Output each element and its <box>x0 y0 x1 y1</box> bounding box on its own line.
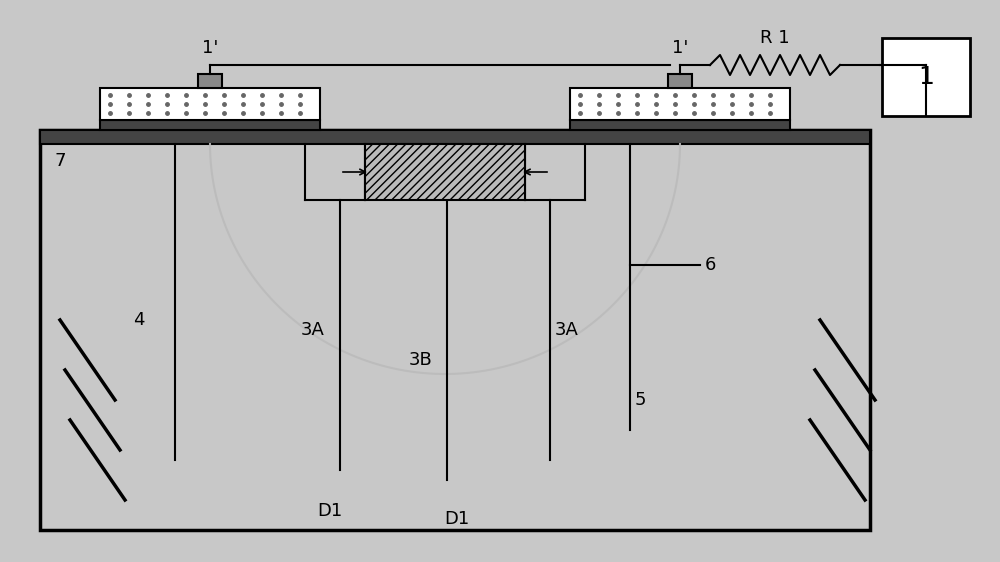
Bar <box>40 130 870 530</box>
Bar <box>198 74 222 88</box>
Text: 1': 1' <box>202 39 218 57</box>
Bar <box>570 88 790 120</box>
Text: D1: D1 <box>444 510 470 528</box>
Text: 1': 1' <box>672 39 688 57</box>
Bar <box>668 74 692 88</box>
Bar <box>100 88 320 120</box>
Text: R 1: R 1 <box>760 29 790 47</box>
Text: 3B: 3B <box>408 351 432 369</box>
Text: 3A: 3A <box>555 321 579 339</box>
Bar <box>40 130 870 144</box>
Bar <box>882 38 970 116</box>
Text: 3A: 3A <box>301 321 325 339</box>
Text: 7: 7 <box>55 152 66 170</box>
Text: 6: 6 <box>705 256 716 274</box>
Bar <box>570 120 790 130</box>
Text: D1: D1 <box>317 502 343 520</box>
Bar <box>100 120 320 130</box>
Text: 5: 5 <box>635 391 646 409</box>
Bar <box>365 144 525 200</box>
Text: 1: 1 <box>918 65 934 89</box>
Text: 4: 4 <box>134 311 145 329</box>
